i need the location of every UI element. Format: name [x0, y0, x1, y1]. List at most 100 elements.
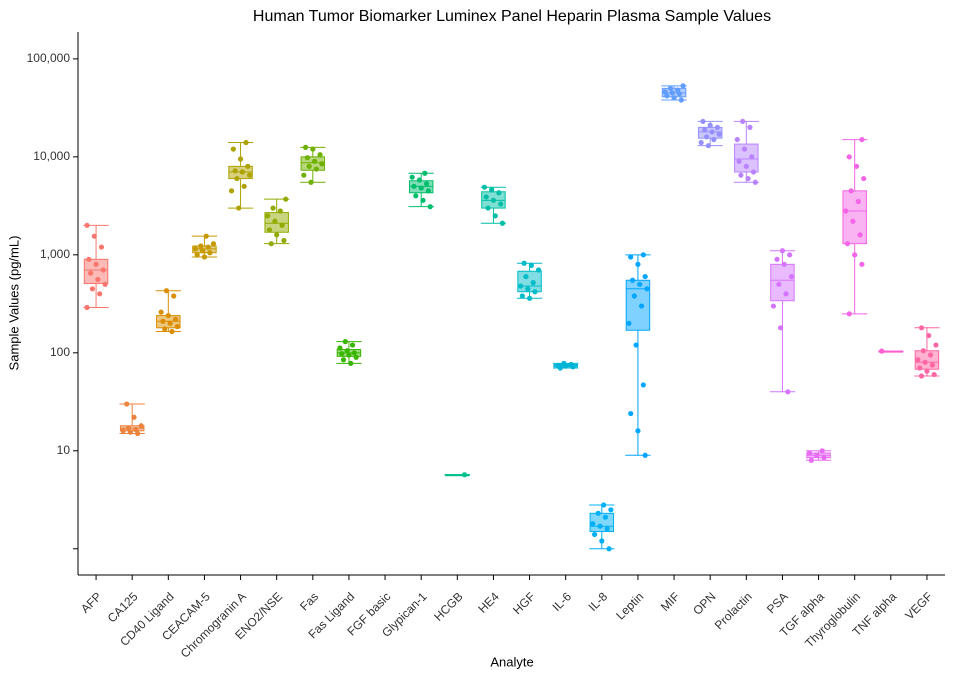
- data-point: [599, 538, 605, 544]
- data-point: [102, 281, 108, 287]
- data-point: [929, 362, 935, 368]
- data-point: [530, 280, 536, 286]
- data-point: [526, 295, 533, 301]
- data-point: [93, 261, 99, 267]
- data-point: [667, 85, 674, 91]
- x-tick-label: AFP: [78, 589, 104, 615]
- data-point: [535, 267, 542, 273]
- data-point: [846, 311, 852, 317]
- x-tick-label: HCGB: [431, 589, 465, 623]
- data-point: [635, 428, 641, 434]
- x-tick-label: PSA: [764, 589, 791, 616]
- x-tick-label: OPN: [690, 589, 718, 617]
- data-point: [774, 256, 780, 262]
- data-point: [517, 283, 524, 289]
- data-point: [519, 293, 525, 299]
- data-point: [806, 450, 813, 456]
- data-point: [642, 273, 648, 280]
- data-point: [557, 365, 563, 371]
- data-point: [349, 342, 356, 348]
- data-point: [160, 318, 166, 324]
- data-point: [279, 222, 285, 228]
- data-point: [138, 423, 144, 429]
- data-point: [640, 252, 646, 258]
- data-point: [918, 325, 925, 331]
- data-point: [424, 181, 430, 187]
- data-point: [270, 205, 276, 211]
- data-point: [306, 163, 312, 169]
- data-point: [736, 158, 742, 164]
- data-point: [628, 254, 634, 260]
- data-point: [635, 261, 641, 267]
- data-point: [859, 261, 865, 267]
- data-point: [86, 256, 92, 262]
- data-point: [120, 428, 126, 434]
- data-point: [749, 154, 755, 160]
- data-point: [317, 152, 323, 158]
- x-tick-label: VEGF: [902, 589, 935, 622]
- box: [770, 263, 795, 302]
- data-point: [563, 363, 569, 369]
- data-point: [312, 158, 318, 164]
- data-point: [626, 320, 632, 326]
- data-point: [281, 237, 287, 244]
- data-point: [339, 351, 345, 357]
- x-tick-label: Fas: [297, 589, 321, 613]
- data-point: [427, 204, 433, 210]
- data-point: [272, 218, 278, 224]
- data-point: [485, 205, 491, 211]
- data-point: [203, 233, 209, 239]
- data-point: [340, 357, 347, 363]
- data-point: [418, 185, 424, 191]
- data-point: [705, 143, 711, 149]
- data-point: [664, 93, 670, 99]
- data-point: [481, 184, 488, 190]
- data-point: [604, 526, 610, 532]
- chart-title: Human Tumor Biomarker Luminex Panel Hepa…: [253, 8, 771, 25]
- data-point: [230, 146, 236, 152]
- x-tick-label: Leptin: [613, 589, 646, 622]
- data-point: [678, 97, 684, 103]
- data-point: [918, 373, 925, 379]
- data-point: [743, 163, 749, 169]
- data-point: [239, 169, 245, 175]
- data-point: [601, 502, 607, 508]
- data-point: [422, 170, 428, 176]
- data-point: [192, 246, 199, 252]
- data-point: [174, 324, 180, 330]
- data-point: [461, 472, 468, 478]
- x-tick-label: IL-6: [550, 589, 575, 614]
- data-point: [628, 410, 634, 417]
- data-point: [676, 91, 683, 97]
- data-point: [920, 348, 926, 354]
- data-point: [924, 368, 930, 374]
- data-point: [89, 286, 96, 292]
- data-point: [814, 452, 820, 458]
- y-tick-label: 100: [50, 345, 70, 359]
- x-tick-label: HGF: [510, 589, 538, 617]
- data-point: [855, 198, 861, 205]
- data-point: [171, 293, 177, 299]
- data-point: [532, 289, 538, 295]
- data-point: [84, 304, 90, 311]
- x-tick-label: Prolactin: [712, 589, 755, 632]
- data-point: [740, 118, 746, 125]
- data-point: [232, 168, 238, 174]
- data-point: [162, 326, 168, 332]
- data-point: [778, 325, 784, 331]
- data-point: [131, 414, 137, 420]
- data-point: [640, 382, 646, 388]
- data-point: [301, 172, 307, 178]
- data-point: [245, 163, 251, 169]
- data-point: [243, 139, 249, 146]
- data-point: [915, 357, 921, 363]
- data-point: [608, 507, 614, 513]
- data-point: [591, 531, 598, 538]
- data-point: [853, 163, 860, 169]
- x-tick-label: MIF: [658, 589, 683, 614]
- data-point: [843, 208, 849, 214]
- data-point: [917, 365, 923, 371]
- data-point: [337, 345, 343, 351]
- data-point: [167, 320, 173, 326]
- data-point: [158, 309, 164, 315]
